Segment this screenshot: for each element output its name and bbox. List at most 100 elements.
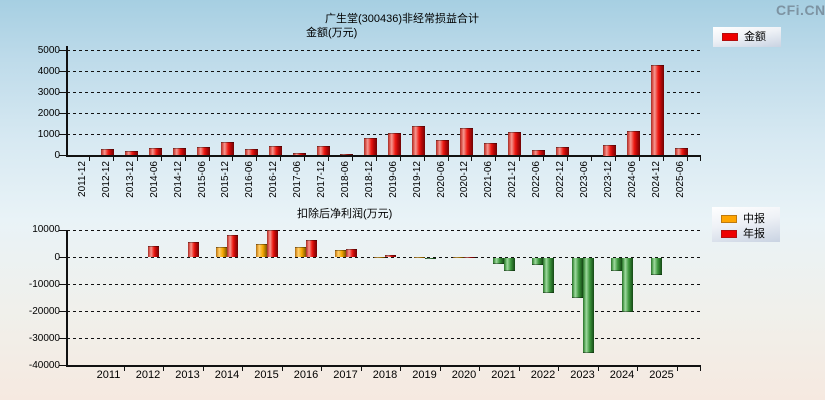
bottom-y-tick-label: 10000 [32,224,60,236]
top-x-tick [304,156,306,161]
bottom-x-tick [123,366,125,371]
top-x-tick [160,156,162,161]
bottom-annual-bar [148,246,159,258]
top-x-tick [399,156,401,161]
top-chart-bar [268,145,282,156]
bottom-y-tick-label: -40000 [28,359,60,371]
bottom-x-label: 2022 [530,369,556,381]
top-chart-bar [292,152,306,156]
bottom-x-tick [439,366,441,371]
top-chart-bar [531,149,545,156]
bottom-y-axis [66,230,68,367]
top-x-label: 2021-12 [507,161,519,198]
interim-legend-swatch [721,214,737,223]
top-y-axis-tick [59,50,67,51]
top-x-label: 2018-06 [339,161,351,198]
bottom-x-tick [281,366,283,371]
bottom-interim-bar [334,249,346,258]
top-x-tick [471,156,473,161]
top-chart-bar [244,149,258,156]
bottom-x-tick [479,366,480,371]
bottom-x-tick [558,366,559,371]
bottom-x-axis-end-tick [700,366,701,371]
top-x-label: 2013-12 [124,161,136,198]
annual-legend-swatch [721,229,737,238]
bottom-interim-bar [532,257,543,266]
top-chart-bar [125,151,139,156]
top-chart-bar [436,140,449,156]
bottom-annual-bar [543,257,554,293]
bottom-interim-bar [453,256,464,258]
top-x-tick [112,156,114,161]
bottom-gridline [67,284,700,286]
legend-row-annual: 年报 [712,226,780,241]
bottom-x-label: 2024 [609,369,635,381]
bottom-x-label: 2016 [293,369,319,381]
top-x-label: 2016-06 [244,161,256,198]
top-x-tick [567,156,568,161]
top-chart-bar [675,147,688,156]
top-chart-bar [364,138,378,156]
top-chart-bar [173,148,187,156]
bottom-x-tick [676,366,678,371]
top-x-tick [136,156,138,161]
top-chart-bar [627,130,641,156]
legend-row-amount: 金额 [713,31,781,43]
bottom-annual-bar [464,256,475,258]
top-gridline [67,71,700,72]
bottom-x-label: 2023 [570,369,595,381]
top-x-label: 2020-12 [459,161,471,198]
bottom-x-label: 2020 [451,369,477,381]
top-x-label: 2015-06 [196,161,208,198]
top-x-label: 2023-12 [602,161,614,198]
bottom-x-label: 2013 [175,369,200,381]
bottom-annual-bar [187,241,199,258]
top-x-label: 2025-06 [674,161,686,198]
bottom-annual-bar [306,239,317,258]
top-y-axis [66,46,68,157]
bottom-x-axis [66,365,701,367]
top-x-tick [614,156,616,161]
top-x-axis [66,155,701,157]
top-chart-bar [651,65,665,156]
top-x-label: 2019-12 [411,161,423,198]
bottom-y-axis-tick [59,257,67,258]
bottom-interim-bar [295,246,306,258]
bottom-y-axis-tick [59,229,67,231]
top-chart-bar [340,154,354,156]
top-x-tick [543,156,545,161]
annual-legend-label: 年报 [743,227,765,240]
bottom-x-label: 2011 [96,369,121,381]
top-x-label: 2017-06 [292,161,304,198]
top-y-axis-tick [59,71,67,72]
top-chart-bar [507,132,521,156]
bottom-interim-bar [571,257,583,298]
bottom-x-tick [321,366,322,371]
bottom-interim-bar [611,257,622,272]
bottom-x-tick [637,366,638,371]
top-x-tick [519,156,521,161]
top-x-label: 2017-12 [316,161,327,198]
bottom-x-label: 2021 [491,369,516,381]
top-x-tick [232,156,234,161]
top-x-axis-end-tick [700,156,701,161]
bottom-interim-bar [255,243,267,258]
top-y-axis-tick [59,92,67,93]
interim-legend-label: 中报 [743,212,765,225]
bottom-interim-bar [492,257,504,265]
amount-legend-swatch [722,33,738,41]
top-y-tick-label: 1000 [37,128,60,140]
top-x-tick [662,156,664,161]
top-x-label: 2021-06 [483,161,495,198]
top-x-tick [686,156,688,161]
bottom-x-label: 2012 [135,369,161,381]
top-chart-bar [316,145,330,156]
bottom-annual-bar [582,257,594,353]
bottom-x-tick [202,366,204,371]
top-chart-bar [412,126,426,156]
top-gridline [67,50,700,51]
top-x-label: 2014-12 [172,161,184,198]
bottom-x-label: 2014 [214,369,240,381]
top-chart-bar [603,145,617,156]
top-x-tick [328,156,329,161]
